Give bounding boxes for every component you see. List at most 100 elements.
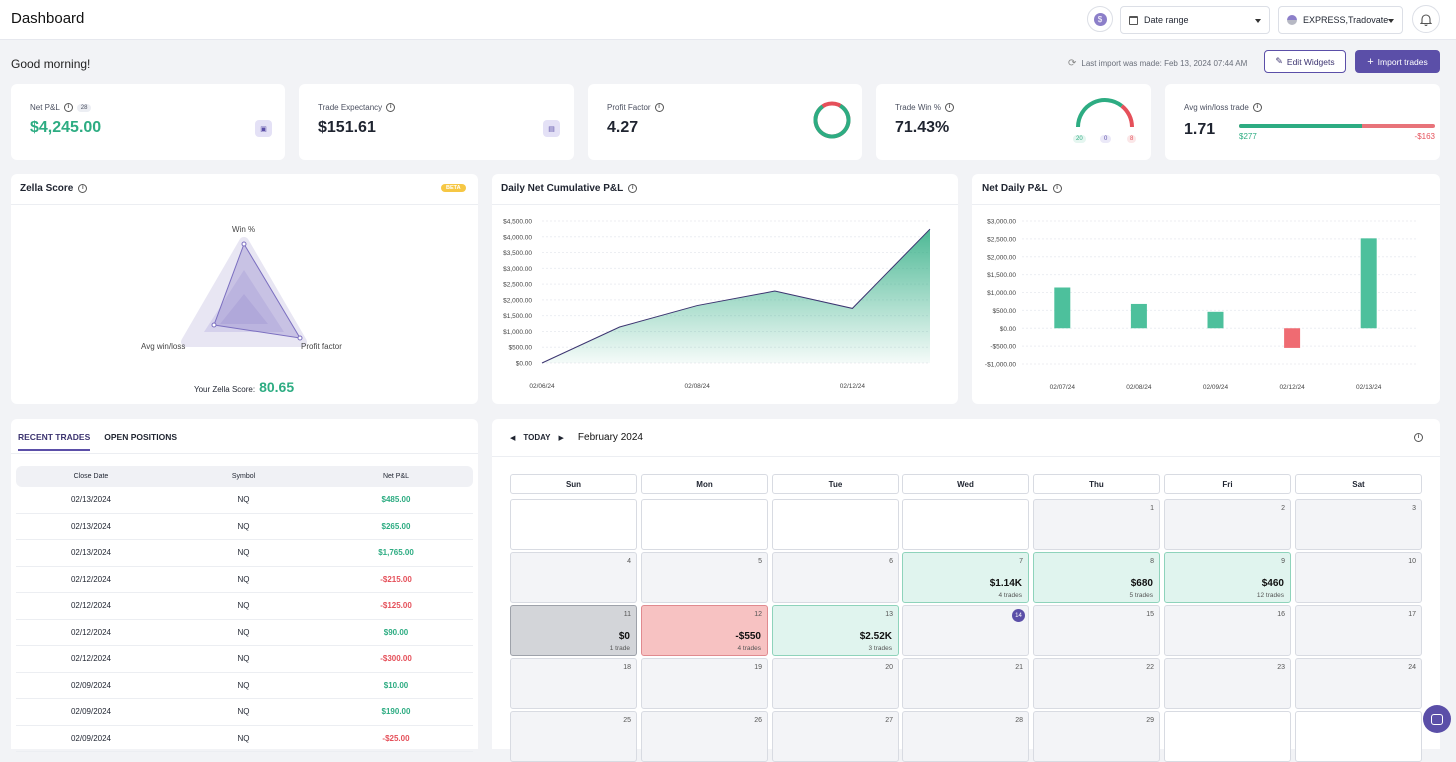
win-gauge — [1076, 98, 1134, 128]
calendar-day[interactable]: 10 — [1295, 552, 1422, 603]
cell-symbol: NQ — [237, 548, 250, 558]
cell-date: 02/12/2024 — [70, 627, 112, 637]
calendar-day[interactable]: 25 — [510, 711, 637, 762]
calendar-day[interactable]: 6 — [772, 552, 899, 603]
calendar-day[interactable]: 15 — [1033, 605, 1160, 656]
table-row[interactable]: 02/12/2024 NQ -$300.00 — [16, 646, 473, 673]
next-month-icon[interactable]: ▶ — [558, 434, 564, 442]
col-close-date[interactable]: Close Date — [73, 473, 109, 480]
plus-icon: + — [1367, 55, 1374, 68]
import-trades-button[interactable]: + Import trades — [1355, 50, 1440, 73]
tab-open-positions[interactable]: OPEN POSITIONS — [104, 432, 178, 442]
calendar-day[interactable]: 24 — [1295, 658, 1422, 709]
net-pnl-label: Net P&L — [30, 103, 60, 112]
profit-factor-value: 4.27 — [607, 119, 639, 136]
win-loss-bar-fill — [1239, 124, 1363, 128]
prev-month-icon[interactable]: ◀ — [510, 434, 516, 442]
avg-win-value: $277 — [1239, 132, 1257, 141]
calendar-day[interactable]: 18 — [510, 658, 637, 709]
day-number: 10 — [1408, 558, 1416, 565]
calendar-day[interactable]: 14 — [902, 605, 1029, 656]
calendar-day[interactable] — [1164, 711, 1291, 762]
profit-factor-ring — [813, 101, 851, 139]
calendar-day[interactable]: 16 — [1164, 605, 1291, 656]
calendar-day[interactable]: 9 $460 12 trades — [1164, 552, 1291, 603]
weekday-header: Sat — [1295, 474, 1422, 494]
calendar-day[interactable]: 12 -$550 4 trades — [641, 605, 768, 656]
cell-date: 02/09/2024 — [70, 733, 112, 743]
table-row[interactable]: 02/09/2024 NQ -$25.00 — [16, 726, 473, 752]
calendar-day[interactable]: 5 — [641, 552, 768, 603]
calendar-day[interactable]: 2 — [1164, 499, 1291, 550]
table-row[interactable]: 02/09/2024 NQ $10.00 — [16, 673, 473, 699]
table-row[interactable]: 02/13/2024 NQ $485.00 — [16, 487, 473, 514]
calendar-day[interactable] — [772, 499, 899, 550]
calendar-day[interactable]: 1 — [1033, 499, 1160, 550]
account-label: EXPRESS,Tradovate — [1303, 15, 1389, 25]
y-tick-label: $1,500.00 — [503, 313, 532, 320]
col-net-pnl[interactable]: Net P&L — [382, 473, 410, 480]
day-number: 27 — [885, 717, 893, 724]
calendar-day[interactable]: 22 — [1033, 658, 1160, 709]
info-icon[interactable]: i — [944, 103, 954, 112]
edit-widgets-button[interactable]: ✎ Edit Widgets — [1264, 50, 1346, 73]
calendar-day[interactable]: 20 — [772, 658, 899, 709]
day-number: 13 — [885, 611, 893, 618]
calendar-day[interactable]: 4 — [510, 552, 637, 603]
col-symbol[interactable]: Symbol — [231, 473, 256, 480]
date-range-select[interactable]: Date range — [1120, 6, 1270, 34]
calendar-day[interactable]: 17 — [1295, 605, 1422, 656]
calendar-day[interactable]: 8 $680 5 trades — [1033, 552, 1160, 603]
info-icon[interactable]: i — [1252, 103, 1262, 112]
info-icon[interactable]: i — [1414, 433, 1423, 442]
calendar-day[interactable]: 29 — [1033, 711, 1160, 762]
widget-icon: ▤ — [543, 120, 560, 137]
y-tick-label: -$500.00 — [990, 344, 1016, 351]
cell-symbol: NQ — [237, 601, 250, 611]
notifications-button[interactable] — [1412, 5, 1440, 33]
calendar-day[interactable] — [510, 499, 637, 550]
day-number: 21 — [1015, 664, 1023, 671]
info-icon[interactable]: i — [628, 184, 638, 193]
net-pnl-value: $4,245.00 — [30, 119, 102, 136]
calendar-day[interactable]: 3 — [1295, 499, 1422, 550]
info-icon[interactable]: i — [386, 103, 396, 112]
calendar-day[interactable] — [1295, 711, 1422, 762]
calendar-day[interactable]: 11 $0 1 trade — [510, 605, 637, 656]
info-icon[interactable]: i — [63, 103, 73, 112]
calendar-day[interactable] — [902, 499, 1029, 550]
calendar-day[interactable]: 28 — [902, 711, 1029, 762]
table-row[interactable]: 02/09/2024 NQ $190.00 — [16, 699, 473, 726]
calendar-day[interactable]: 27 — [772, 711, 899, 762]
table-row[interactable]: 02/13/2024 NQ $265.00 — [16, 514, 473, 540]
profit-factor-label: Profit Factor — [607, 103, 651, 112]
calendar-day[interactable]: 23 — [1164, 658, 1291, 709]
tab-recent-trades[interactable]: RECENT TRADES — [18, 432, 91, 451]
today-button[interactable]: TODAY — [523, 433, 551, 442]
account-select[interactable]: EXPRESS,Tradovate — [1278, 6, 1403, 34]
info-icon[interactable]: i — [78, 184, 88, 193]
info-icon[interactable]: i — [1052, 184, 1062, 193]
calendar-day[interactable]: 19 — [641, 658, 768, 709]
day-number: 28 — [1015, 717, 1023, 724]
calendar-day[interactable]: 26 — [641, 711, 768, 762]
table-row[interactable]: 02/13/2024 NQ $1,765.00 — [16, 540, 473, 567]
currency-button[interactable]: $ — [1087, 6, 1113, 32]
day-pnl: -$550 — [735, 631, 761, 642]
cell-date: 02/09/2024 — [70, 680, 112, 690]
edit-icon: ✎ — [1275, 56, 1283, 66]
zella-radar-chart — [181, 237, 307, 347]
profit-factor-card: Profit Factor i 4.27 — [588, 84, 862, 160]
calendar-day[interactable]: 7 $1.14K 4 trades — [902, 552, 1029, 603]
calendar-day[interactable]: 13 $2.52K 3 trades — [772, 605, 899, 656]
day-trade-count: 1 trade — [609, 645, 630, 652]
cumulative-pnl-panel: Daily Net Cumulative P&L i $0.00 $500.00 $… — [492, 174, 958, 404]
chat-launcher-button[interactable] — [1423, 705, 1451, 733]
info-icon[interactable]: i — [654, 103, 664, 112]
cell-symbol: NQ — [237, 680, 250, 690]
table-row[interactable]: 02/12/2024 NQ $90.00 — [16, 620, 473, 646]
table-row[interactable]: 02/12/2024 NQ -$125.00 — [16, 593, 473, 620]
calendar-day[interactable]: 21 — [902, 658, 1029, 709]
table-row[interactable]: 02/12/2024 NQ -$215.00 — [16, 567, 473, 593]
calendar-day[interactable] — [641, 499, 768, 550]
